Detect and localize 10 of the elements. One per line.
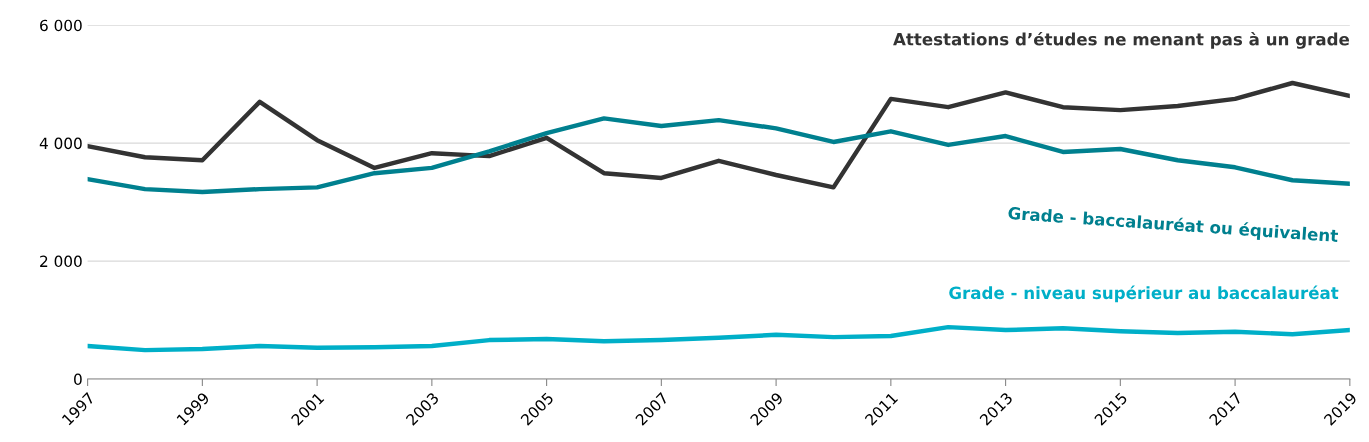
series-label: Grade - baccalauréat ou équivalent <box>1007 205 1339 246</box>
y-tick-label: 4 000 <box>39 137 82 150</box>
line-series <box>87 324 1350 353</box>
y-tick-label: 0 <box>74 373 82 386</box>
y-tick-label: 6 000 <box>40 19 82 32</box>
line-series <box>87 80 1350 190</box>
series-label: Grade - niveau supérieur au baccalauréat <box>949 285 1339 303</box>
text: Attestations d’études ne menant pas à un grade <box>893 31 1350 49</box>
y-tick-label: 2 000 <box>40 255 82 268</box>
line-series <box>87 116 1350 195</box>
